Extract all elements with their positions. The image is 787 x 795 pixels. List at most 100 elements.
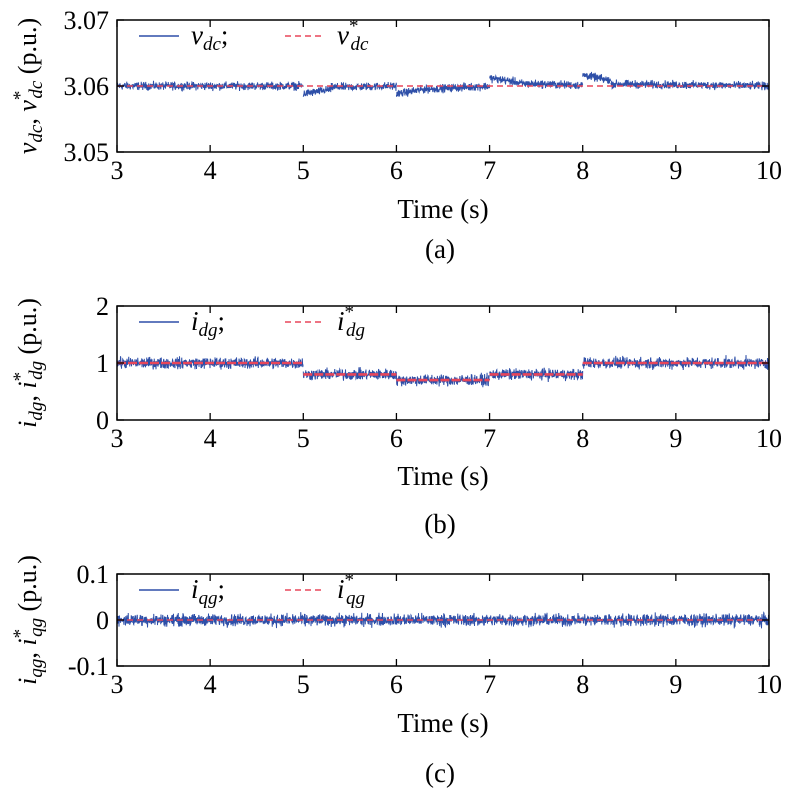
legend-superscript: * [349, 16, 359, 37]
y-tick-label: 0 [96, 406, 109, 435]
panel-caption: (b) [424, 509, 455, 539]
x-tick-label: 5 [297, 156, 310, 185]
legend-subscript: qg [199, 588, 218, 609]
y-tick-label: 0 [96, 606, 109, 635]
x-tick-label: 6 [390, 156, 403, 185]
legend-symbol: v [191, 20, 203, 50]
x-tick-label: 10 [756, 156, 782, 185]
ylabel-subscript: qg [26, 659, 47, 678]
legend-subscript: dg [346, 320, 365, 341]
legend-symbol: i [191, 306, 199, 336]
panel-caption: (a) [425, 234, 455, 264]
ylabel-symbol: v [13, 100, 42, 112]
series-line-measured [117, 71, 769, 97]
x-tick-label: 8 [576, 670, 589, 699]
legend-entry: i* qg [337, 570, 365, 609]
legend-subscript: dc [350, 34, 369, 55]
legend-symbol: i [191, 574, 199, 604]
x-tick-label: 7 [483, 670, 496, 699]
legend-separator: ; [218, 574, 226, 604]
ylabel-subscript: dg [26, 361, 47, 380]
legend-subscript: dg [199, 320, 218, 341]
ylabel-separator: , [13, 389, 42, 402]
y-tick-label: 1 [96, 349, 109, 378]
x-axis-label: Time (s) [397, 461, 488, 491]
y-axis-label: iqg, i*qg (p.u.) [10, 555, 47, 685]
ylabel-symbol: i [13, 678, 42, 685]
ylabel-subscript: dc [26, 80, 47, 99]
legend-separator: ; [221, 20, 229, 50]
legend-subscript: qg [346, 588, 365, 609]
x-axis-label: Time (s) [397, 194, 488, 224]
x-tick-label: 4 [204, 424, 217, 453]
ylabel-subscript: qg [26, 618, 47, 637]
plot-area [117, 355, 769, 388]
legend-entry: i* dg [337, 302, 365, 341]
x-axis-label: Time (s) [397, 708, 488, 738]
x-tick-label: 3 [111, 670, 124, 699]
x-tick-label: 10 [756, 424, 782, 453]
x-tick-label: 3 [111, 156, 124, 185]
legend-superscript: * [345, 570, 355, 591]
x-tick-label: 8 [576, 424, 589, 453]
x-tick-label: 4 [204, 670, 217, 699]
y-axis-label: vdc, v*dc (p.u.) [10, 18, 47, 154]
legend: vdc; v* dc [139, 16, 369, 55]
ylabel-superscript: * [10, 91, 31, 101]
series-line-reference [117, 361, 769, 382]
plot-area [117, 611, 769, 629]
y-tick-label: 3.07 [64, 6, 110, 35]
ylabel-symbol: i [13, 381, 42, 388]
ylabel-separator: , [13, 646, 42, 659]
y-axis-label: idg, i*dg (p.u.) [10, 298, 47, 428]
ylabel-separator: , [13, 112, 42, 125]
ylabel-subscript: dc [26, 124, 47, 143]
ylabel-symbol: v [13, 142, 42, 154]
ylabel-superscript: * [10, 629, 31, 639]
x-tick-label: 8 [576, 156, 589, 185]
legend-symbol: i [337, 306, 345, 336]
x-tick-label: 5 [297, 670, 310, 699]
plot-area [117, 71, 769, 97]
x-tick-label: 4 [204, 156, 217, 185]
legend-entry: idg; [191, 306, 225, 341]
y-tick-label: 0.1 [77, 560, 110, 589]
legend-subscript: dc [203, 34, 222, 55]
ylabel-unit: (p.u.) [13, 555, 42, 618]
x-tick-label: 9 [669, 670, 682, 699]
ylabel-superscript: * [10, 372, 31, 382]
legend-symbol: v [337, 20, 349, 50]
legend-superscript: * [345, 302, 355, 323]
x-tick-label: 3 [111, 424, 124, 453]
x-tick-label: 9 [669, 156, 682, 185]
panel-caption: (c) [425, 758, 455, 788]
ylabel-symbol: i [13, 638, 42, 645]
ylabel-unit: (p.u.) [13, 18, 42, 81]
y-tick-label: 3.05 [64, 138, 110, 167]
legend-entry: vdc; [191, 20, 228, 55]
series-line-measured [117, 355, 769, 388]
ylabel-unit: (p.u.) [13, 298, 42, 361]
x-tick-label: 6 [390, 670, 403, 699]
legend-entry: iqg; [191, 574, 225, 609]
x-tick-label: 7 [483, 424, 496, 453]
legend: idg; i* dg [139, 302, 365, 341]
x-tick-label: 7 [483, 156, 496, 185]
x-tick-label: 6 [390, 424, 403, 453]
x-tick-label: 10 [756, 670, 782, 699]
y-tick-label: -0.1 [68, 652, 109, 681]
y-tick-label: 3.06 [64, 72, 110, 101]
x-tick-label: 9 [669, 424, 682, 453]
legend-entry: v* dc [337, 16, 369, 55]
x-tick-label: 5 [297, 424, 310, 453]
legend-separator: ; [218, 306, 226, 336]
series-line-measured [117, 611, 769, 629]
ylabel-subscript: dg [26, 402, 47, 421]
y-tick-label: 2 [96, 292, 109, 321]
legend: iqg; i* qg [139, 570, 365, 609]
ylabel-symbol: i [13, 421, 42, 428]
